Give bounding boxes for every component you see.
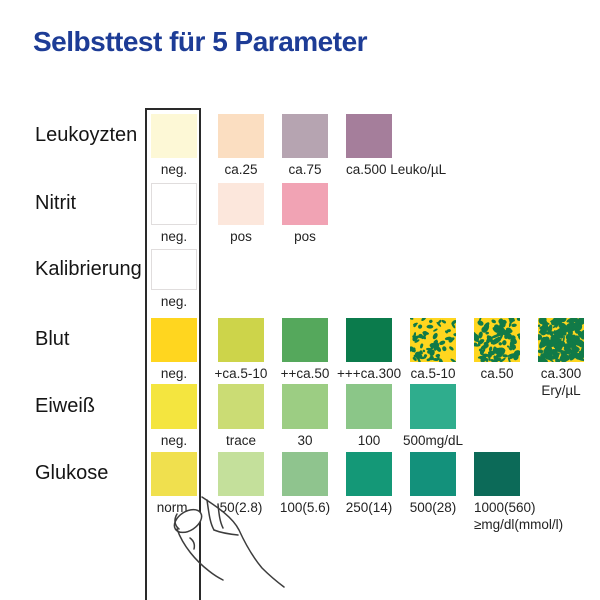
speckled-swatch-graphic	[534, 314, 588, 366]
swatch-value: pos	[294, 229, 316, 244]
row-label-leukoyzten: Leukoyzten	[35, 124, 138, 146]
strip-swatch-blut	[151, 318, 197, 362]
swatch-leukoyzten-ca-500-leuko-l	[346, 114, 392, 158]
strip-swatch-glukose	[151, 452, 197, 496]
swatch-blut-ca-5-10	[407, 315, 459, 365]
swatch-blut-ca-300	[346, 318, 392, 362]
swatch-eiwei-trace	[218, 384, 264, 429]
swatch-value: ca.5-10	[410, 366, 456, 381]
strip-swatch-value: neg.	[160, 229, 188, 244]
page-title: Selbsttest für 5 Parameter	[33, 26, 368, 57]
strip-swatch-value: neg.	[160, 162, 188, 177]
row-label-glukose: Glukose	[35, 462, 109, 484]
swatch-value: 500(28)	[409, 500, 457, 515]
swatch-leukoyzten-ca-25	[218, 114, 264, 158]
swatch-value: ++ca.50	[280, 366, 330, 381]
swatch-leukoyzten-ca-75	[282, 114, 328, 158]
swatch-value: 30	[297, 433, 313, 448]
swatch-value: +++ca.300	[337, 366, 402, 381]
speckled-swatch-graphic	[407, 315, 459, 365]
swatch-glukose-100-5-6	[282, 452, 328, 496]
swatch-value: ca.500 Leuko/µL	[346, 162, 447, 177]
swatch-value: ca.300 Ery/µL	[540, 366, 582, 398]
swatch-value: +ca.5-10	[214, 366, 268, 381]
swatch-value: ca.25	[224, 162, 258, 177]
swatch-glukose-500-28	[410, 452, 456, 496]
swatch-eiwei-30	[282, 384, 328, 429]
row-label-nitrit: Nitrit	[35, 192, 77, 214]
swatch-value: 1000(560) ≥mg/dl(mmol/l)	[474, 500, 564, 532]
strip-swatch-leukoyzten	[151, 114, 197, 158]
swatch-blut-ca-50	[472, 315, 523, 365]
swatch-value: 100(5.6)	[279, 500, 331, 515]
swatch-eiwei-100	[346, 384, 392, 429]
swatch-value: pos	[230, 229, 252, 244]
swatch-value: 50(2.8)	[219, 500, 263, 515]
row-label-blut: Blut	[35, 328, 70, 350]
row-label-kalibrierung: Kalibrierung	[35, 257, 142, 280]
swatch-nitrit-pos	[282, 183, 328, 225]
speckled-swatch-graphic	[472, 315, 523, 365]
strip-swatch-value: neg.	[160, 366, 188, 381]
swatch-nitrit-pos	[218, 183, 264, 225]
swatch-glukose-50-2-8	[218, 452, 264, 496]
swatch-blut-ca-5-10	[218, 318, 264, 362]
swatch-blut-ca-300	[534, 314, 588, 366]
swatch-value: 100	[357, 433, 381, 448]
swatch-value: trace	[225, 433, 256, 448]
strip-swatch-value: neg.	[160, 433, 188, 448]
swatch-glukose-250-14	[346, 452, 392, 496]
strip-swatch-eiwei	[151, 384, 197, 429]
strip-swatch-value: norm.	[156, 500, 192, 515]
strip-swatch-value: neg.	[160, 294, 188, 309]
swatch-value: ca.50	[480, 366, 514, 381]
swatch-glukose-1000-560	[474, 452, 520, 496]
strip-swatch-kalibrierung	[151, 249, 197, 290]
row-label-eiwei: Eiweiß	[35, 394, 96, 417]
swatch-eiwei-500mg-dl	[410, 384, 456, 429]
swatch-value: 500mg/dL	[402, 433, 464, 448]
swatch-blut-ca-50	[282, 318, 328, 362]
swatch-value: 250(14)	[345, 500, 393, 515]
swatch-value: ca.75	[288, 162, 322, 177]
strip-swatch-nitrit	[151, 183, 197, 225]
